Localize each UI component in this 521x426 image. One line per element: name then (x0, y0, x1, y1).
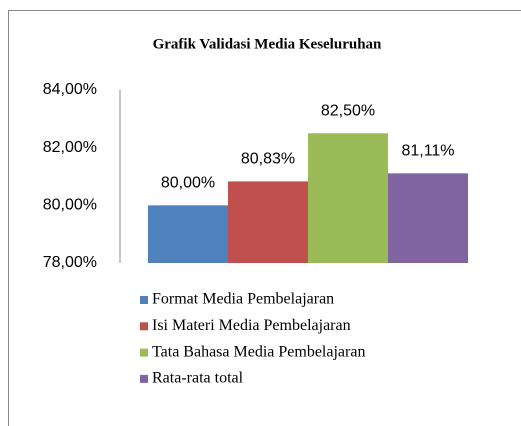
y-tick-label: 78,00% (43, 254, 97, 271)
legend-swatch (140, 374, 148, 383)
data-label: 81,11% (401, 143, 454, 160)
data-label: 80,00% (161, 175, 215, 192)
data-label: 80,83% (241, 151, 295, 168)
legend-swatch (140, 322, 148, 331)
chart-title: Grafik Validasi Media Keseluruhan (153, 36, 382, 52)
bar (228, 181, 308, 263)
legend-label: Isi Materi Media Pembelajaran (152, 317, 351, 334)
data-label: 82,50% (321, 102, 375, 119)
y-tick-label: 80,00% (43, 197, 97, 214)
legend-label: Rata-rata total (152, 370, 244, 387)
bar (148, 205, 228, 263)
y-tick-label: 82,00% (43, 139, 97, 156)
legend-label: Format Media Pembelajaran (152, 291, 334, 308)
legend-swatch (140, 348, 148, 357)
legend-label: Tata Bahasa Media Pembelajaran (152, 343, 365, 360)
bar (388, 173, 468, 263)
legend-swatch (140, 296, 148, 304)
bar (308, 133, 388, 263)
y-tick-label: 84,00% (43, 81, 97, 98)
